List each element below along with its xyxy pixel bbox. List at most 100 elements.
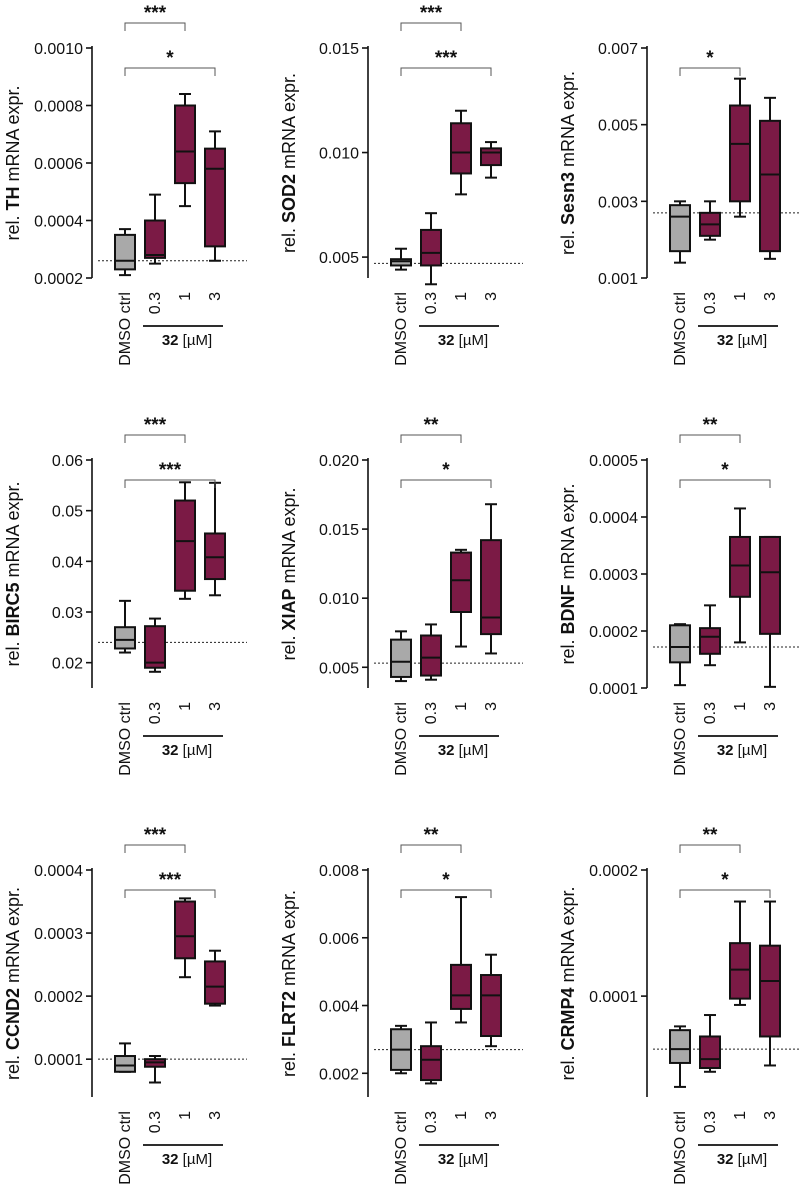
box-2 <box>450 896 472 1024</box>
x-category-label: DMSO ctrl <box>117 1111 134 1185</box>
box-3 <box>759 535 781 688</box>
significance-label: *** <box>144 825 167 846</box>
significance-bracket <box>679 889 771 898</box>
y-axis-title: rel. Sesn3 mRNA expr. <box>558 71 578 255</box>
y-tick-label: 0.006 <box>319 931 359 948</box>
compound-unit: [µM] <box>734 332 768 349</box>
significance-bracket <box>400 22 462 31</box>
box-iqr <box>450 551 472 614</box>
y-tick-label: 0.0001 <box>589 681 638 698</box>
box-0 <box>114 228 136 277</box>
compound-number: 32 <box>717 742 734 759</box>
significance-label: * <box>721 460 729 481</box>
y-axis-title: rel. CRMP4 mRNA expr. <box>558 886 578 1080</box>
y-title-prefix: rel. <box>3 637 23 667</box>
y-tick-label: 0.008 <box>319 863 359 880</box>
compound-number: 32 <box>717 332 734 349</box>
y-tick-label: 0.0002 <box>34 989 83 1006</box>
significance-label: *** <box>159 460 182 481</box>
y-tick-label: 0.0001 <box>34 1052 83 1069</box>
y-title-gene: BDNF <box>558 585 578 635</box>
treatment-label: 32 [µM] <box>717 332 767 349</box>
box-3 <box>480 141 502 179</box>
y-tick-label: 0.03 <box>52 605 83 622</box>
x-category-label: 0.3 <box>423 1111 440 1133</box>
box-2 <box>450 109 472 196</box>
y-tick-label: 0.0002 <box>34 271 83 288</box>
compound-unit: [µM] <box>179 742 213 759</box>
box-iqr <box>450 122 472 175</box>
x-category-label: 1 <box>732 1111 749 1120</box>
box-iqr <box>144 625 166 669</box>
x-category-label: DMSO ctrl <box>672 292 689 366</box>
compound-number: 32 <box>438 742 455 759</box>
significance-bracket <box>400 67 492 76</box>
y-title-gene: SOD2 <box>279 174 299 223</box>
treatment-label: 32 [µM] <box>162 332 212 349</box>
y-axis-title: rel. BDNF mRNA expr. <box>558 483 578 664</box>
box-2 <box>729 900 751 1006</box>
x-category-label: 1 <box>177 702 194 711</box>
significance-label: ** <box>703 825 718 846</box>
panel-crmp4: 0.0001 0.0002 rel. CRMP4 mRNA expr. DMSO ct… <box>558 825 800 1185</box>
box-2 <box>174 481 196 600</box>
compound-number: 32 <box>717 1151 734 1168</box>
box-1 <box>699 604 721 667</box>
y-title-suffix: mRNA expr. <box>558 483 578 584</box>
box-iqr <box>699 1035 721 1069</box>
y-title-suffix: mRNA expr. <box>3 85 23 186</box>
box-2 <box>729 77 751 218</box>
treatment-label: 32 [µM] <box>438 742 488 759</box>
compound-unit: [µM] <box>455 742 489 759</box>
y-axis-title: rel. TH mRNA expr. <box>3 85 23 240</box>
y-tick-label: 0.0005 <box>589 453 638 470</box>
y-tick-label: 0.04 <box>52 554 83 571</box>
x-category-label: 1 <box>177 292 194 301</box>
significance-bracket <box>124 479 216 488</box>
box-iqr <box>204 147 226 248</box>
x-category-label: 3 <box>483 292 500 301</box>
compound-unit: [µM] <box>455 332 489 349</box>
significance-bracket <box>400 434 462 443</box>
x-category-label: DMSO ctrl <box>117 292 134 366</box>
box-1 <box>144 193 166 265</box>
compound-number: 32 <box>162 1151 179 1168</box>
panel-xiap: 0.005 0.010 0.015 0.020 rel. XIAP mRNA expr.… <box>279 415 523 776</box>
significance-bracket <box>679 434 741 443</box>
x-category-label: DMSO ctrl <box>672 702 689 776</box>
box-1 <box>420 212 442 286</box>
y-tick-label: 0.015 <box>319 41 359 58</box>
y-tick-label: 0.0004 <box>34 863 83 880</box>
box-iqr <box>114 1055 136 1073</box>
box-2 <box>450 548 472 648</box>
y-tick-label: 0.010 <box>319 146 359 163</box>
box-3 <box>204 481 226 597</box>
box-3 <box>204 949 226 1007</box>
compound-unit: [µM] <box>734 1151 768 1168</box>
x-category-label: 0.3 <box>147 702 164 724</box>
box-iqr <box>114 233 136 271</box>
box-0 <box>390 1024 412 1075</box>
significance-label: ** <box>424 415 439 436</box>
significance-label: ** <box>703 415 718 436</box>
x-category-label: DMSO ctrl <box>393 702 410 776</box>
x-category-label: 3 <box>762 292 779 301</box>
box-iqr <box>699 627 721 655</box>
box-iqr <box>420 634 442 677</box>
x-category-label: 3 <box>483 702 500 711</box>
y-tick-label: 0.0004 <box>34 214 83 231</box>
panel-flrt2: 0.002 0.004 0.006 0.008 rel. FLRT2 mRNA expr… <box>279 825 523 1185</box>
box-1 <box>144 1055 166 1084</box>
significance-bracket <box>124 844 186 853</box>
y-title-suffix: mRNA expr. <box>279 890 299 991</box>
x-category-label: 1 <box>177 1111 194 1120</box>
treatment-label: 32 [µM] <box>438 1151 488 1168</box>
box-iqr <box>174 900 196 960</box>
treatment-label: 32 [µM] <box>438 332 488 349</box>
y-tick-label: 0.004 <box>319 999 359 1016</box>
box-iqr <box>390 258 412 267</box>
y-title-gene: TH <box>3 187 23 211</box>
y-axis-title: rel. BIRC5 mRNA expr. <box>3 481 23 666</box>
x-category-label: 0.3 <box>147 292 164 314</box>
box-0 <box>114 1042 136 1073</box>
